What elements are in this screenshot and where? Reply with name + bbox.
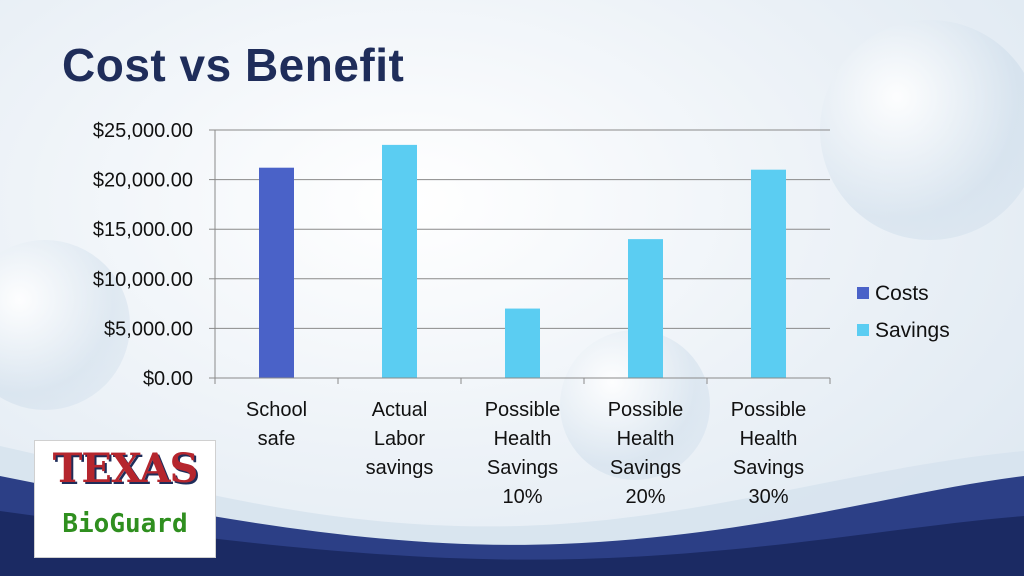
legend-label-costs: Costs: [875, 282, 929, 305]
bar-savings: [628, 239, 663, 378]
bar-savings: [382, 144, 417, 378]
background-bubble: [0, 240, 130, 410]
slide-title: Cost vs Benefit: [62, 39, 405, 91]
y-tick-label: $25,000.00: [93, 120, 193, 142]
x-category-label: Actual Labor savings: [366, 399, 434, 479]
legend-label-savings: Savings: [875, 319, 950, 342]
background-bubble: [820, 20, 1024, 240]
x-category-label: Possible Health Savings 30%: [731, 399, 807, 508]
chart-axes: [209, 129, 831, 384]
x-category-label: Possible Health Savings 20%: [608, 399, 684, 508]
y-tick-label: $15,000.00: [93, 219, 193, 241]
y-tick-label: $20,000.00: [93, 170, 193, 192]
x-category-label: Possible Health Savings 10%: [485, 399, 561, 508]
bar-costs: [259, 167, 294, 378]
bar-savings: [751, 169, 786, 378]
chart-legend: Costs Savings: [857, 282, 950, 342]
legend-swatch-costs: [857, 287, 869, 299]
x-category-label: School safe: [246, 399, 307, 450]
logo-texas-text: TEXAS: [52, 445, 199, 492]
y-tick-label: $10,000.00: [93, 269, 193, 291]
chart-gridlines: [215, 129, 830, 329]
y-tick-label: $0.00: [143, 368, 193, 390]
texas-bioguard-logo: TEXAS BioGuard: [34, 440, 216, 558]
chart-labels: $0.00 $5,000.00 $10,000.00 $15,000.00 $20,00…: [93, 120, 806, 508]
bar-savings: [505, 308, 540, 378]
logo-bioguard-text: BioGuard: [62, 509, 188, 539]
chart-bars: [259, 144, 786, 378]
legend-swatch-savings: [857, 324, 869, 336]
footer-wave: [0, 446, 1024, 576]
y-tick-label: $5,000.00: [104, 318, 193, 340]
